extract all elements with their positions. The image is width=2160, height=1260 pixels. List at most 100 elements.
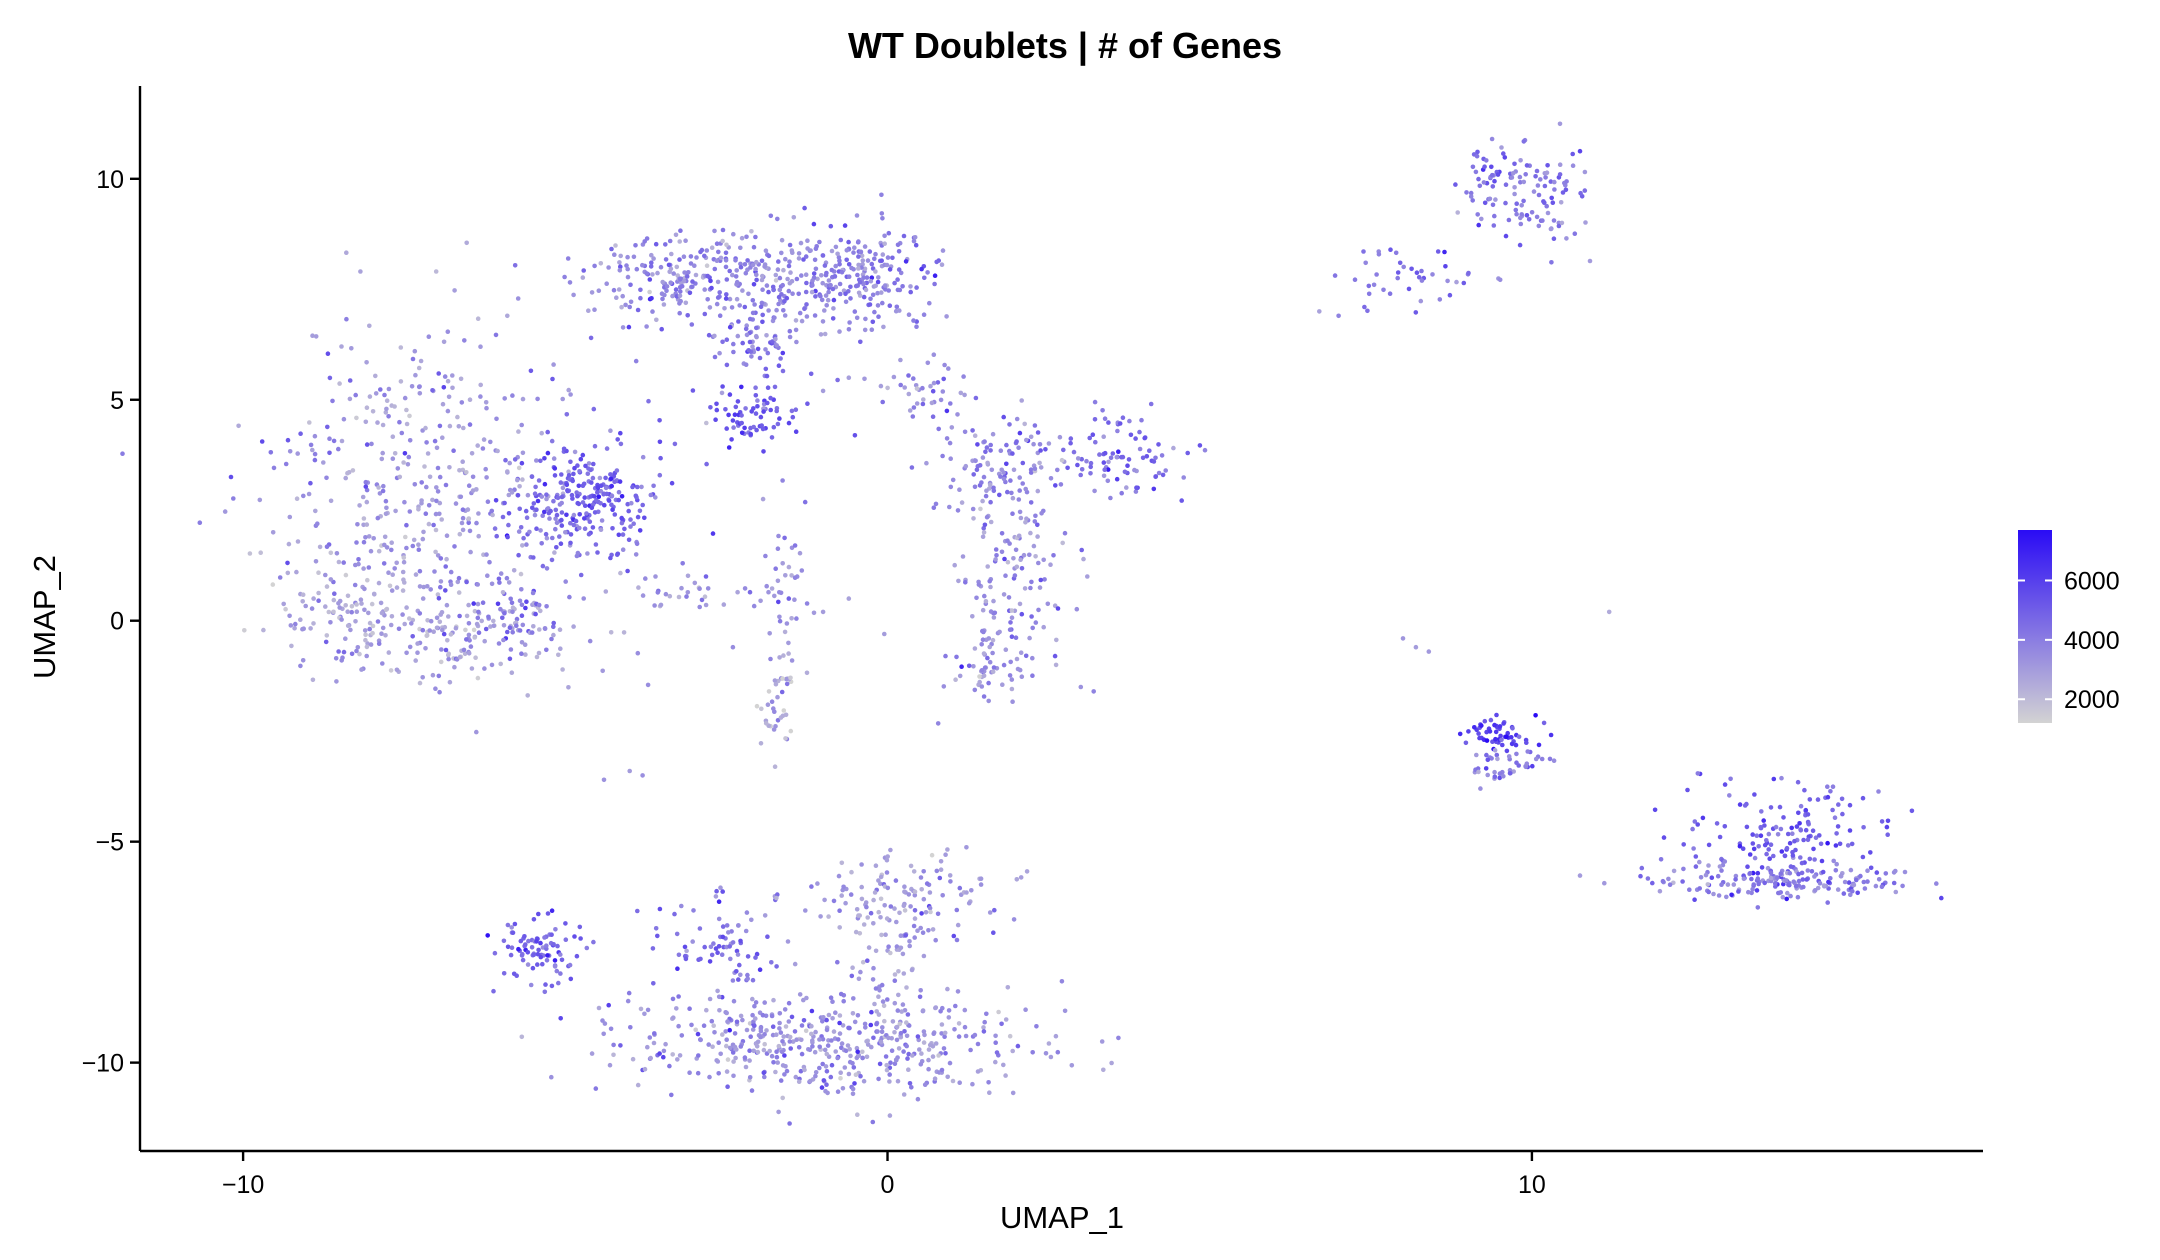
data-point bbox=[540, 961, 545, 967]
data-point bbox=[892, 972, 898, 977]
data-point bbox=[811, 271, 817, 276]
data-point bbox=[724, 292, 729, 297]
data-point bbox=[780, 368, 786, 374]
data-point bbox=[988, 584, 993, 590]
data-point bbox=[524, 599, 529, 604]
data-point bbox=[944, 408, 950, 414]
data-point bbox=[1366, 291, 1372, 297]
data-point bbox=[955, 412, 960, 417]
data-point bbox=[884, 262, 890, 268]
data-point bbox=[1521, 139, 1527, 144]
data-point bbox=[566, 469, 571, 475]
data-point bbox=[764, 333, 769, 338]
data-point bbox=[823, 1064, 829, 1069]
data-point bbox=[821, 1078, 827, 1083]
data-point bbox=[1542, 183, 1548, 189]
data-point bbox=[380, 661, 385, 666]
data-point bbox=[930, 1054, 936, 1059]
data-point bbox=[684, 594, 689, 599]
data-point bbox=[470, 474, 476, 480]
data-point bbox=[843, 1048, 849, 1054]
data-point bbox=[1801, 837, 1806, 843]
data-point bbox=[1043, 447, 1048, 452]
data-point bbox=[1512, 191, 1517, 197]
data-point bbox=[283, 461, 289, 467]
data-point bbox=[771, 997, 776, 1003]
data-point bbox=[1900, 883, 1905, 889]
data-point bbox=[690, 939, 695, 944]
data-point bbox=[1821, 883, 1827, 888]
data-point bbox=[380, 625, 386, 631]
data-point bbox=[876, 275, 881, 280]
data-point bbox=[380, 422, 386, 428]
data-point bbox=[659, 291, 665, 297]
data-point bbox=[786, 263, 792, 269]
data-point bbox=[599, 518, 605, 523]
data-point bbox=[312, 457, 318, 463]
data-point bbox=[620, 293, 625, 299]
data-point bbox=[784, 676, 789, 682]
data-point bbox=[488, 439, 493, 445]
data-point bbox=[337, 598, 343, 604]
data-point bbox=[1144, 454, 1150, 459]
data-point bbox=[581, 596, 586, 601]
data-point bbox=[433, 549, 438, 555]
data-point bbox=[424, 484, 429, 490]
data-point bbox=[1409, 266, 1414, 272]
data-point bbox=[738, 938, 743, 944]
data-point bbox=[724, 1043, 729, 1049]
data-point bbox=[1419, 278, 1425, 283]
data-point bbox=[506, 522, 511, 528]
data-point bbox=[1909, 808, 1915, 814]
data-point bbox=[749, 229, 754, 234]
data-point bbox=[334, 679, 339, 684]
data-point bbox=[568, 532, 574, 537]
data-point bbox=[482, 638, 488, 644]
data-point bbox=[369, 601, 375, 607]
data-point bbox=[515, 493, 521, 498]
data-point bbox=[1548, 732, 1554, 738]
data-point bbox=[483, 400, 489, 405]
data-point bbox=[1041, 624, 1046, 630]
data-point bbox=[970, 614, 975, 619]
data-point bbox=[908, 284, 913, 289]
data-point bbox=[723, 407, 728, 412]
data-point bbox=[407, 644, 413, 650]
data-point bbox=[1812, 857, 1817, 862]
data-point bbox=[435, 553, 441, 558]
data-point bbox=[1795, 894, 1801, 900]
data-point bbox=[810, 1044, 815, 1049]
data-point bbox=[809, 884, 814, 889]
data-point bbox=[1483, 766, 1489, 771]
data-point bbox=[771, 424, 777, 430]
data-point bbox=[285, 570, 291, 576]
data-point bbox=[726, 412, 731, 418]
data-point bbox=[384, 406, 389, 412]
data-point bbox=[918, 875, 924, 880]
data-point bbox=[466, 651, 472, 656]
data-point bbox=[538, 528, 543, 533]
data-point bbox=[1105, 478, 1111, 484]
data-point bbox=[719, 952, 725, 957]
data-point bbox=[649, 260, 654, 266]
data-point bbox=[1549, 260, 1554, 265]
data-point bbox=[803, 272, 809, 278]
data-point bbox=[285, 437, 291, 443]
data-point bbox=[552, 473, 558, 478]
data-point bbox=[330, 398, 335, 404]
data-point bbox=[985, 655, 990, 661]
data-point bbox=[1879, 884, 1885, 890]
data-point bbox=[1055, 606, 1061, 611]
data-point bbox=[884, 916, 890, 921]
data-point bbox=[590, 525, 596, 530]
data-point bbox=[467, 422, 473, 427]
data-point bbox=[954, 654, 959, 660]
data-point bbox=[1000, 682, 1005, 687]
data-point bbox=[650, 272, 655, 277]
data-point bbox=[1893, 889, 1899, 895]
data-point bbox=[514, 623, 519, 628]
data-point bbox=[559, 510, 565, 515]
data-point bbox=[1160, 472, 1166, 478]
data-point bbox=[360, 494, 366, 500]
data-point bbox=[723, 258, 729, 263]
